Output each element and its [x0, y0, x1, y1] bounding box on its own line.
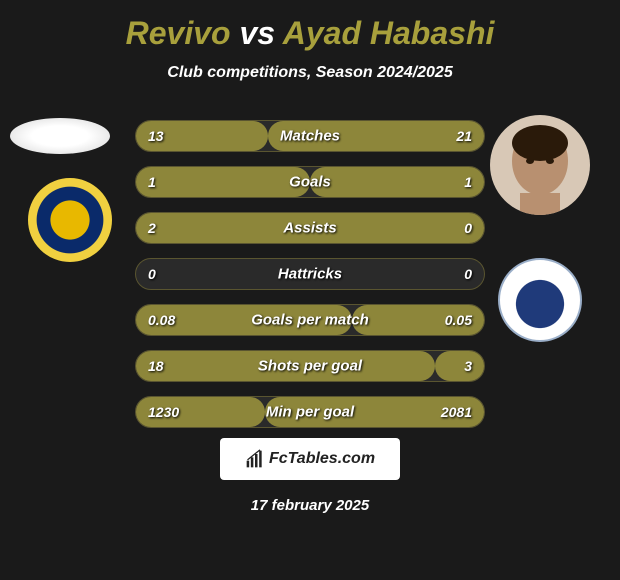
- stat-fill-right: [310, 167, 484, 197]
- stat-row-min-per-goal: 1230 Min per goal 2081: [135, 396, 485, 428]
- stat-val-left: 13: [148, 128, 164, 144]
- stat-label: Goals per match: [251, 312, 369, 329]
- stat-val-left: 18: [148, 358, 164, 374]
- player1-avatar: [10, 118, 110, 154]
- stat-label: Assists: [283, 220, 336, 237]
- stat-val-right: 0.05: [445, 312, 472, 328]
- player2-avatar: [490, 115, 590, 215]
- stat-row-goals-per-match: 0.08 Goals per match 0.05: [135, 304, 485, 336]
- player1-club-badge: [28, 178, 112, 262]
- stat-row-matches: 13 Matches 21: [135, 120, 485, 152]
- player2-name: Ayad Habashi: [283, 15, 495, 51]
- stat-fill-left: [136, 167, 310, 197]
- stat-val-left: 0: [148, 266, 156, 282]
- player1-name: Revivo: [126, 15, 231, 51]
- stat-val-left: 0.08: [148, 312, 175, 328]
- chart-icon: [245, 449, 265, 469]
- stat-label: Goals: [289, 174, 331, 191]
- stat-val-right: 2081: [441, 404, 472, 420]
- stat-label: Min per goal: [266, 404, 354, 421]
- stat-val-left: 1: [148, 174, 156, 190]
- stat-row-goals: 1 Goals 1: [135, 166, 485, 198]
- versus-text: vs: [239, 15, 275, 51]
- stat-row-assists: 2 Assists 0: [135, 212, 485, 244]
- stat-val-right: 0: [464, 220, 472, 236]
- face-icon: [490, 115, 590, 215]
- stat-fill-right: [435, 351, 484, 381]
- brand-logo[interactable]: FcTables.com: [220, 438, 400, 480]
- stats-panel: 13 Matches 21 1 Goals 1 2 Assists 0 0 Ha…: [135, 120, 485, 442]
- stat-val-left: 1230: [148, 404, 179, 420]
- stat-row-hattricks: 0 Hattricks 0: [135, 258, 485, 290]
- footer-date: 17 february 2025: [0, 497, 620, 514]
- stat-val-right: 0: [464, 266, 472, 282]
- comparison-title: Revivo vs Ayad Habashi: [0, 0, 620, 52]
- brand-text: FcTables.com: [269, 450, 375, 468]
- stat-val-right: 1: [464, 174, 472, 190]
- stat-val-right: 3: [464, 358, 472, 374]
- subtitle: Club competitions, Season 2024/2025: [0, 64, 620, 82]
- stat-row-shots-per-goal: 18 Shots per goal 3: [135, 350, 485, 382]
- stat-label: Shots per goal: [258, 358, 362, 375]
- stat-val-left: 2: [148, 220, 156, 236]
- stat-label: Matches: [280, 128, 340, 145]
- player2-club-badge: [498, 258, 582, 342]
- stat-val-right: 21: [456, 128, 472, 144]
- stat-label: Hattricks: [278, 266, 342, 283]
